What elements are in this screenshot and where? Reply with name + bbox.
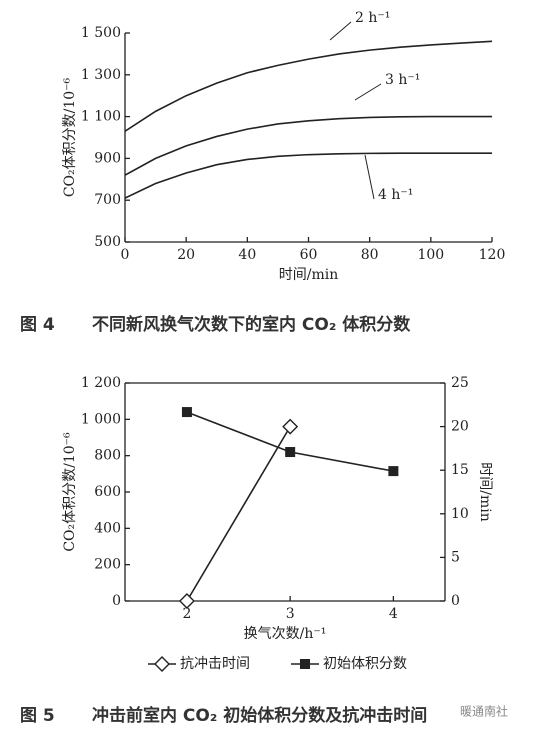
y-tick-label: 200 [94,557,121,573]
y2-tick-label: 5 [451,549,460,565]
series-annotation: 3 h⁻¹ [385,72,420,88]
caption-number: 图 4 [20,315,55,335]
y-tick-label: 1 100 [81,109,121,125]
x-tick-label: 0 [121,247,130,263]
annotation-leader [364,154,375,200]
y-tick-label: 800 [94,448,121,464]
series-line [186,426,291,602]
y-tick-label: 500 [94,234,121,250]
x-tick-label: 20 [177,247,195,263]
series-annotation: 4 h⁻¹ [378,187,413,203]
series-line [124,152,492,199]
y-tick-label: 0 [112,593,121,609]
watermark: 暖通南社 [460,704,508,719]
y-tick-label: 1 200 [81,375,121,391]
series-annotation: 2 h⁻¹ [355,10,390,26]
series-line [124,40,493,132]
y-tick-label: 900 [94,150,121,166]
y-tick-label: 600 [94,484,121,500]
y-axis-label: CO₂体积分数/10⁻⁶ [62,432,78,552]
x-tick-label: 120 [479,247,506,263]
x-axis-label: 换气次数/h⁻¹ [244,625,327,642]
caption-text: 不同新风换气次数下的室内 CO₂ 体积分数 [92,314,411,335]
annotation-leader [329,21,352,41]
legend-diamond [154,656,170,672]
y2-tick-label: 15 [451,462,469,478]
legend-label: 初始体积分数 [323,655,407,672]
x-tick-label: 60 [300,247,318,263]
x-tick-label: 80 [361,247,379,263]
x-tick-label: 100 [417,247,444,263]
marker-diamond [178,593,195,609]
y-tick-label: 1 500 [81,25,121,41]
x-tick-label: 40 [238,247,256,263]
series-line [124,115,492,176]
annotation-leader [354,83,382,101]
y-axis-label: CO₂体积分数/10⁻⁶ [62,77,78,197]
y-tick-label: 400 [94,520,121,536]
y2-tick-label: 20 [451,419,469,435]
y-tick-label: 1 300 [81,67,121,83]
x-tick-label: 2 [182,606,191,622]
legend-label: 抗冲击时间 [180,656,250,672]
marker-diamond [282,418,299,435]
marker-square [285,447,296,458]
marker-square [181,407,192,418]
x-tick-label: 4 [389,606,398,622]
y-tick-label: 1 000 [81,411,121,427]
y2-tick-label: 0 [451,593,460,609]
y2-tick-label: 10 [451,506,469,522]
y2-axis-label: 时间/min [477,462,493,522]
caption-number: 图 5 [20,706,55,726]
x-axis-label: 时间/min [279,267,339,283]
y2-tick-label: 25 [451,375,469,391]
caption-text: 冲击前室内 CO₂ 初始体积分数及抗冲击时间 [92,705,427,726]
marker-square [388,466,399,477]
x-tick-label: 3 [286,606,295,622]
y-tick-label: 700 [94,192,121,208]
legend-square [300,659,310,669]
